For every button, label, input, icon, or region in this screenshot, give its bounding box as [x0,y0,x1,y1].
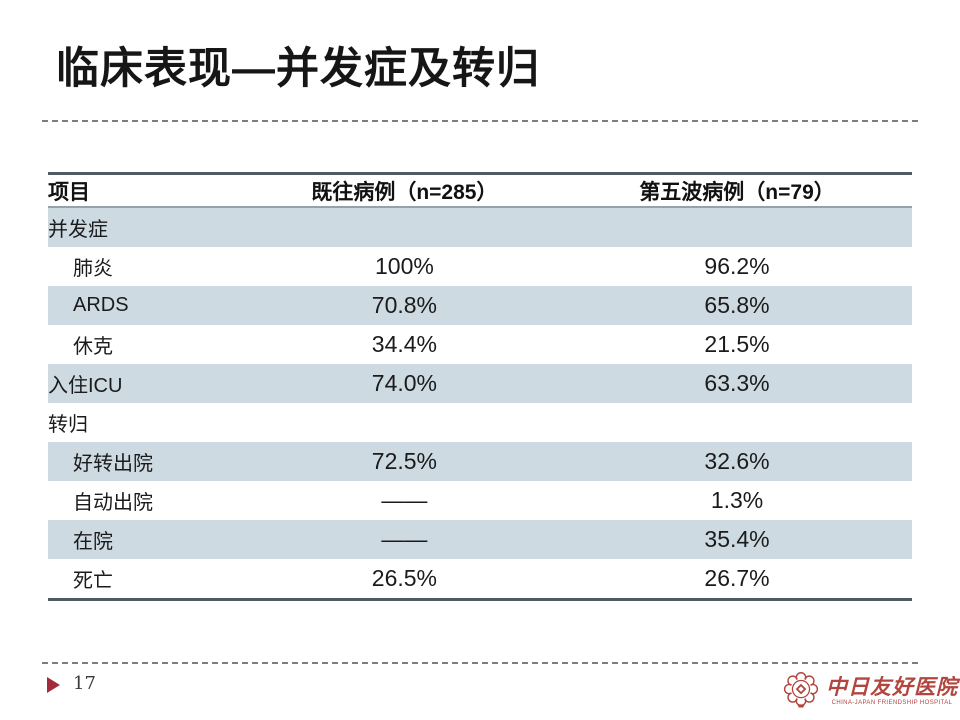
complications-outcomes-table: 项目 既往病例（n=285） 第五波病例（n=79） 并发症 肺炎 100% 9… [48,172,912,601]
row-label-cell: ARDS [73,294,129,316]
fifth-wave-value-cell: 65.8% [704,292,770,318]
row-shock: 休克 34.4% 21.5% [48,325,912,364]
prev-cases-value-cell: 26.5% [371,565,437,591]
fifth-wave-value-cell: 96.2% [704,253,770,279]
hospital-name-chinese: 中日友好医院 [826,673,958,699]
fifth-wave-value-cell: 32.6% [704,448,770,474]
fifth-wave-value-cell: 21.5% [704,331,770,357]
row-label-cell: 在院 [73,531,113,553]
footer-divider-dashed-line [42,662,918,664]
row-improved-discharged: 好转出院 72.5% 32.6% [48,442,912,481]
hospital-name-english: CHINA-JAPAN FRIENDSHIP HOSPITAL [831,699,953,706]
column-header-fifth-wave-cases: 第五波病例（n=79） [562,173,912,208]
prev-cases-value-cell: 34.4% [371,331,437,357]
fifth-wave-value-cell: 63.3% [704,370,770,396]
row-label-cell: 并发症 [48,219,108,241]
prev-cases-value-cell: 100% [374,253,434,279]
page-marker-triangle-icon [47,677,60,693]
row-icu-admission: 入住ICU 74.0% 63.3% [48,364,912,403]
page-number: 17 [73,673,96,694]
prev-cases-value-cell: 74.0% [371,370,437,396]
prev-cases-value-cell: 70.8% [371,292,437,318]
prev-cases-value-cell: —— [381,487,428,513]
prev-cases-value-cell: 72.5% [371,448,437,474]
row-death: 死亡 26.5% 26.7% [48,559,912,600]
fifth-wave-value-cell [562,403,912,442]
hospital-logo-text: 中日友好医院 CHINA-JAPAN FRIENDSHIP HOSPITAL [826,675,958,706]
fifth-wave-value-cell: 35.4% [704,526,770,552]
prev-cases-value-cell [247,403,562,442]
fifth-wave-value-cell: 26.7% [704,565,770,591]
title-divider-dashed-line [42,120,918,122]
row-ards: ARDS 70.8% 65.8% [48,286,912,325]
row-label-cell: 死亡 [73,570,113,592]
prev-cases-value-cell: —— [381,526,428,552]
column-header-item: 项目 [48,173,247,208]
row-section-complications: 并发症 [48,207,912,247]
row-label-cell: 转归 [48,414,88,436]
row-self-discharged: 自动出院 —— 1.3% [48,481,912,520]
page-title: 临床表现—并发症及转归 [56,45,540,93]
row-section-outcomes: 转归 [48,403,912,442]
row-label-cell: 肺炎 [73,258,113,280]
row-in-hospital: 在院 —— 35.4% [48,520,912,559]
row-label-cell: 休克 [73,336,113,358]
row-pneumonia: 肺炎 100% 96.2% [48,247,912,286]
fifth-wave-value-cell [562,207,912,247]
row-label-cell: 入住ICU [48,375,123,397]
hospital-logo: 中日友好医院 CHINA-JAPAN FRIENDSHIP HOSPITAL [783,671,958,709]
hospital-seal-icon [783,672,819,708]
fifth-wave-value-cell: 1.3% [710,487,764,513]
row-label-cell: 自动出院 [73,492,153,514]
prev-cases-value-cell [247,207,562,247]
row-label-cell: 好转出院 [73,453,153,475]
column-header-previous-cases: 既往病例（n=285） [246,173,563,208]
table-header-row: 项目 既往病例（n=285） 第五波病例（n=79） [48,173,912,208]
